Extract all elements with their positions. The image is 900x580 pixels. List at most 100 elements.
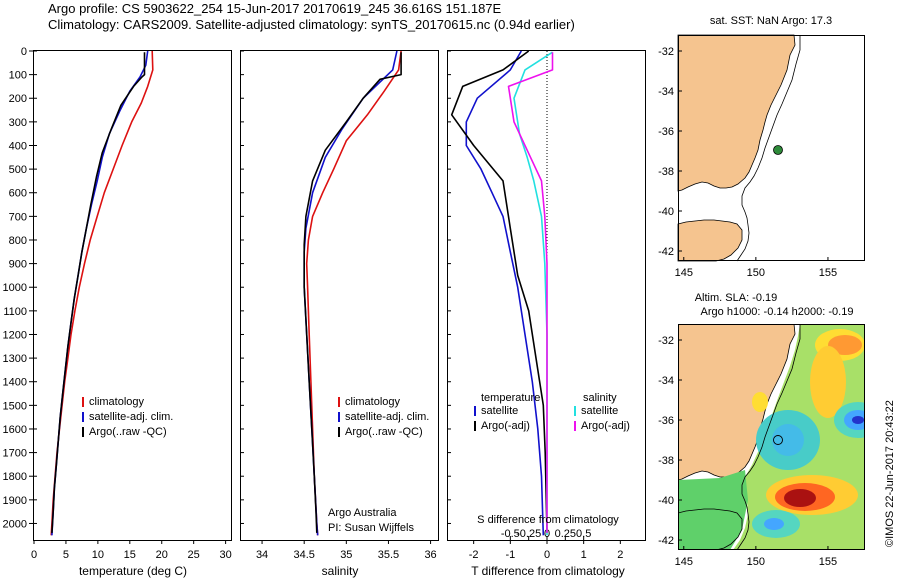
sla-map-frame xyxy=(678,324,865,550)
series-line-climatology xyxy=(50,50,154,536)
legend-header-temperature: temperature xyxy=(481,392,540,404)
lat-tick-label: -38 xyxy=(658,166,674,178)
title-line2: Climatology: CARS2009. Satellite-adjuste… xyxy=(48,17,575,32)
series-line-t-argo--adj- xyxy=(450,50,548,533)
sst-map-axes: 145 150 155 -32 -34 -36 -38 -40 -42 xyxy=(658,46,837,279)
t-diff-tick-label: 1 xyxy=(581,549,587,561)
argo-float-marker xyxy=(773,435,783,445)
salinity-xlabel: salinity xyxy=(322,564,359,578)
legend-t-argo: Argo(-adj) xyxy=(481,420,530,432)
lon-tick-label: 155 xyxy=(819,267,837,279)
depth-tick-label: 300 xyxy=(9,117,27,129)
lat-tick-label: -34 xyxy=(658,375,674,387)
annotation-pi: PI: Susan Wijffels xyxy=(328,522,414,534)
series-line-argo---raw--qc- xyxy=(51,52,146,533)
lat-tick-label: -32 xyxy=(658,46,674,58)
salinity-panel-frame xyxy=(240,50,439,541)
depth-tick-label: 1300 xyxy=(3,353,27,365)
lat-tick-label: -40 xyxy=(658,495,674,507)
depth-tick-label: 900 xyxy=(9,259,27,271)
temperature-legend: climatology satellite-adj. clim. Argo(..… xyxy=(82,396,173,438)
depth-tick-label: 1400 xyxy=(3,377,27,389)
lon-tick-label: 145 xyxy=(675,556,693,568)
x-tick-label: 36 xyxy=(424,549,436,561)
difference-chart: -2 -1 0 1 2-0.5-0.25 0 0.25 0.5 xyxy=(450,50,623,561)
depth-tick-label: 2000 xyxy=(3,518,27,530)
temperature-xlabel: temperature (deg C) xyxy=(79,564,187,578)
shelf-contour xyxy=(736,35,801,262)
depth-tick-label: 200 xyxy=(9,93,27,105)
series-line-t-satellite xyxy=(465,50,545,536)
x-tick-label: 35 xyxy=(340,549,352,561)
depth-tick-label: 0 xyxy=(21,46,27,58)
temperature-panel-frame xyxy=(33,50,232,541)
title-line1: Argo profile: CS 5903622_254 15-Jun-2017… xyxy=(48,1,502,16)
lat-tick-label: -38 xyxy=(658,455,674,467)
depth-tick-label: 1200 xyxy=(3,329,27,341)
lon-tick-label: 150 xyxy=(747,556,765,568)
x-tick-label: 25 xyxy=(188,549,200,561)
x-tick-label: 34.5 xyxy=(293,549,314,561)
x-tick-label: 34 xyxy=(256,549,268,561)
s-diff-tick-label: 0.5 xyxy=(576,528,591,540)
sst-map-title: sat. SST: NaN Argo: 17.3 xyxy=(710,15,832,27)
x-tick-label: 35.5 xyxy=(378,549,399,561)
land-mainland xyxy=(678,324,796,481)
t-diff-tick-label: -1 xyxy=(505,549,515,561)
salinity-legend: climatology satellite-adj. clim. Argo(..… xyxy=(328,396,429,534)
s-diff-tick-label: 0.25 xyxy=(555,528,576,540)
lat-tick-label: -42 xyxy=(658,246,674,258)
land-mainland xyxy=(677,34,796,192)
difference-xlabel2: S difference from climatology xyxy=(477,514,619,526)
lat-tick-label: -40 xyxy=(658,206,674,218)
s-diff-tick-label: -0.25 xyxy=(516,528,541,540)
depth-tick-label: 1900 xyxy=(3,495,27,507)
legend-s-argo: Argo(-adj) xyxy=(581,420,630,432)
x-tick-label: 20 xyxy=(156,549,168,561)
lon-tick-label: 145 xyxy=(675,267,693,279)
series-line-satellite-adj--clim- xyxy=(51,50,149,536)
shelf-contour xyxy=(736,324,801,550)
legend-s-satellite: satellite xyxy=(581,405,618,417)
depth-tick-label: 1600 xyxy=(3,424,27,436)
x-tick-label: 30 xyxy=(219,549,231,561)
salinity-chart: 34 34.5 35 35.5 36 xyxy=(256,50,437,561)
lon-tick-label: 155 xyxy=(819,556,837,568)
legend-satellite-adj: satellite-adj. clim. xyxy=(345,411,429,423)
lon-tick-label: 150 xyxy=(747,267,765,279)
sla-map-title1: Altim. SLA: -0.19 xyxy=(695,292,778,304)
sla-map-axes: 145 150 155 -32 -34 -36 -38 -40 -42 xyxy=(658,335,837,568)
t-diff-tick-label: 2 xyxy=(617,549,623,561)
depth-tick-label: 600 xyxy=(9,188,27,200)
x-tick-label: 0 xyxy=(31,549,37,561)
t-diff-tick-label: -2 xyxy=(469,549,479,561)
x-tick-label: 15 xyxy=(124,549,136,561)
temperature-chart: 0100200300400500600700800900100011001200… xyxy=(3,46,451,561)
legend-argo: Argo(..raw -QC) xyxy=(89,426,167,438)
depth-tick-label: 1800 xyxy=(3,471,27,483)
depth-tick-label: 500 xyxy=(9,164,27,176)
lat-tick-label: -32 xyxy=(658,335,674,347)
depth-tick-label: 1100 xyxy=(3,306,27,318)
depth-tick-label: 700 xyxy=(9,211,27,223)
s-diff-tick-label: -0.5 xyxy=(501,528,520,540)
sla-map-title2: Argo h1000: -0.14 h2000: -0.19 xyxy=(701,306,854,318)
depth-tick-label: 1500 xyxy=(3,400,27,412)
legend-climatology: climatology xyxy=(345,396,401,408)
legend-climatology: climatology xyxy=(89,396,145,408)
difference-xlabel: T difference from climatology xyxy=(471,564,625,578)
legend-t-satellite: satellite xyxy=(481,405,518,417)
annotation-argo-australia: Argo Australia xyxy=(328,507,397,519)
depth-tick-label: 400 xyxy=(9,140,27,152)
lat-tick-label: -36 xyxy=(658,415,674,427)
series-line-argo---raw--qc- xyxy=(303,52,402,533)
lat-tick-label: -36 xyxy=(658,126,674,138)
legend-satellite-adj: satellite-adj. clim. xyxy=(89,411,173,423)
series-line-climatology xyxy=(305,50,402,536)
imos-credit: ©IMOS 22-Jun-2017 20:43:22 xyxy=(884,400,896,547)
legend-header-salinity: salinity xyxy=(583,392,617,404)
sla-map: Altim. SLA: -0.19 Argo h1000: -0.14 h200… xyxy=(678,292,896,550)
x-tick-label: 10 xyxy=(92,549,104,561)
depth-tick-label: 100 xyxy=(9,70,27,82)
